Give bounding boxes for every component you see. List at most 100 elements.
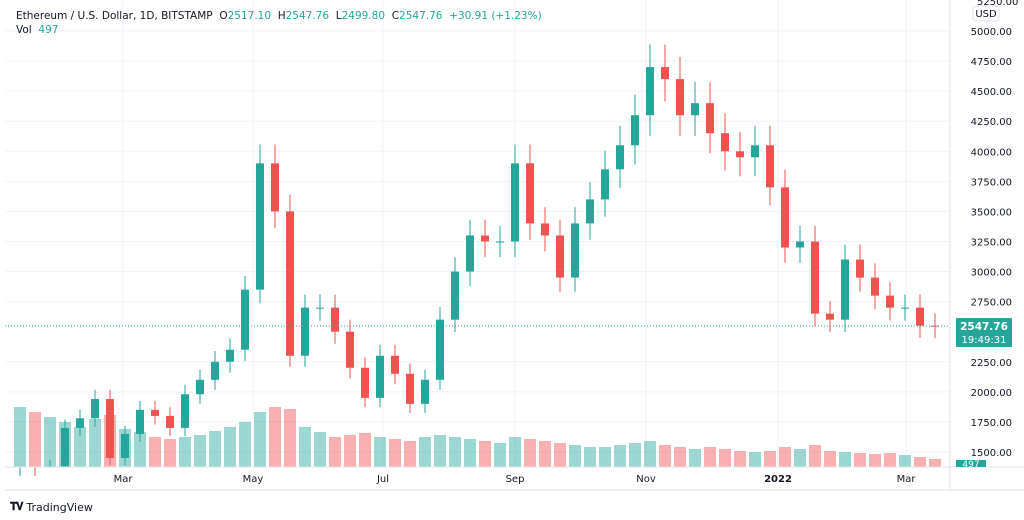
grid xyxy=(5,0,950,467)
candle-body xyxy=(301,307,309,356)
candle-body xyxy=(196,379,204,395)
volume-bar xyxy=(134,432,146,467)
volume-bar xyxy=(239,422,251,467)
volume-bar xyxy=(464,439,476,467)
candle-body xyxy=(841,259,849,320)
volume-bar xyxy=(164,439,176,467)
volume-bars xyxy=(14,407,941,467)
candle-body xyxy=(796,241,804,248)
currency-label: USD xyxy=(975,9,997,20)
candle-body xyxy=(271,163,279,212)
time-tick: Jul xyxy=(376,474,389,485)
volume-bar xyxy=(644,441,656,467)
volume-bar xyxy=(869,454,881,467)
volume-bar xyxy=(359,433,371,467)
price-tick: 3000.00 xyxy=(971,268,1012,279)
candle-body xyxy=(496,241,504,243)
price-tick: 5000.00 xyxy=(971,27,1012,38)
volume-bar xyxy=(344,435,356,467)
change-value: +30.91 (+1.23%) xyxy=(449,10,542,22)
last-price-badge xyxy=(956,318,1012,347)
candle-body xyxy=(901,307,909,309)
candle-body xyxy=(916,307,924,326)
volume-bar xyxy=(254,412,266,467)
candle-body xyxy=(61,427,69,467)
price-axis[interactable]: 5250.00 USD 5000.00 4750.00 4500.00 4250.00… xyxy=(956,0,1018,470)
price-tick: 1750.00 xyxy=(971,418,1012,429)
candle-body xyxy=(466,235,474,272)
volume-bar xyxy=(569,445,581,467)
candle-body xyxy=(646,67,654,116)
volume-bar xyxy=(389,439,401,467)
time-axis[interactable]: Mar May Jul Sep Nov 2022 Mar xyxy=(114,474,917,485)
volume-bar xyxy=(284,409,296,467)
volume-bar xyxy=(614,445,626,467)
volume-bar xyxy=(659,445,671,467)
volume-bar xyxy=(884,453,896,467)
volume-bar xyxy=(584,447,596,467)
close-value: 2547.76 xyxy=(399,10,443,22)
candles xyxy=(19,44,939,477)
time-tick: 2022 xyxy=(764,474,792,485)
candle-body xyxy=(211,361,219,380)
tradingview-logo[interactable]: 𝐓𝐕 TradingView xyxy=(10,500,93,514)
candle-body xyxy=(121,433,129,458)
candle-body xyxy=(421,379,429,404)
price-tick: 3750.00 xyxy=(971,177,1012,188)
volume-bar xyxy=(419,437,431,467)
price-tick: 2250.00 xyxy=(971,358,1012,369)
candle-body xyxy=(781,187,789,248)
volume-bar xyxy=(434,435,446,467)
candle-body xyxy=(661,67,669,80)
symbol-title[interactable]: Ethereum / U.S. Dollar, 1D, BITSTAMP xyxy=(16,10,213,22)
open-value: 2517.10 xyxy=(227,10,272,22)
time-tick: Sep xyxy=(506,474,525,485)
volume-bar xyxy=(194,435,206,467)
candle-body xyxy=(691,103,699,116)
volume-bar xyxy=(689,449,701,467)
countdown-label: 19:49:31 xyxy=(962,335,1007,346)
candle-body xyxy=(316,307,324,309)
candle-body xyxy=(241,289,249,350)
candle-body xyxy=(541,223,549,236)
candle-body xyxy=(226,349,234,362)
candle-body xyxy=(616,145,624,170)
currency-box[interactable] xyxy=(972,5,1000,22)
volume-bar xyxy=(719,449,731,467)
volume-bar xyxy=(494,443,506,467)
candle-body xyxy=(451,271,459,320)
time-tick: Mar xyxy=(114,474,134,485)
candle-body xyxy=(406,373,414,404)
price-tick: 2000.00 xyxy=(971,388,1012,399)
volume-bar xyxy=(449,437,461,467)
volume-bar xyxy=(524,439,536,467)
time-tick: Mar xyxy=(897,474,917,485)
candle-body xyxy=(511,163,519,242)
volume-bar xyxy=(179,437,191,467)
volume-bar xyxy=(734,451,746,467)
candle-body xyxy=(76,418,84,428)
candle-body xyxy=(601,169,609,200)
candle-body xyxy=(106,399,114,458)
volume-bar xyxy=(794,449,806,467)
candle-body xyxy=(346,331,354,368)
volume-bar xyxy=(149,437,161,467)
candle-body xyxy=(136,409,144,434)
candle-body xyxy=(571,223,579,278)
price-tick: 1500.00 xyxy=(971,448,1012,459)
candle-body xyxy=(181,394,189,428)
volume-bar xyxy=(479,441,491,467)
candle-body xyxy=(391,355,399,374)
price-tick: 4250.00 xyxy=(971,117,1012,128)
volume-bar xyxy=(74,427,86,467)
volume-bar xyxy=(914,457,926,467)
candle-body xyxy=(331,307,339,332)
price-tick: 5250.00 xyxy=(977,0,1018,8)
tradingview-logo-icon: 𝐓𝐕 xyxy=(10,500,23,513)
volume-badge-label: 497 xyxy=(962,460,979,470)
candle-body xyxy=(286,211,294,356)
candle-body xyxy=(361,367,369,398)
volume-bar xyxy=(809,445,821,467)
candle-body xyxy=(586,199,594,224)
